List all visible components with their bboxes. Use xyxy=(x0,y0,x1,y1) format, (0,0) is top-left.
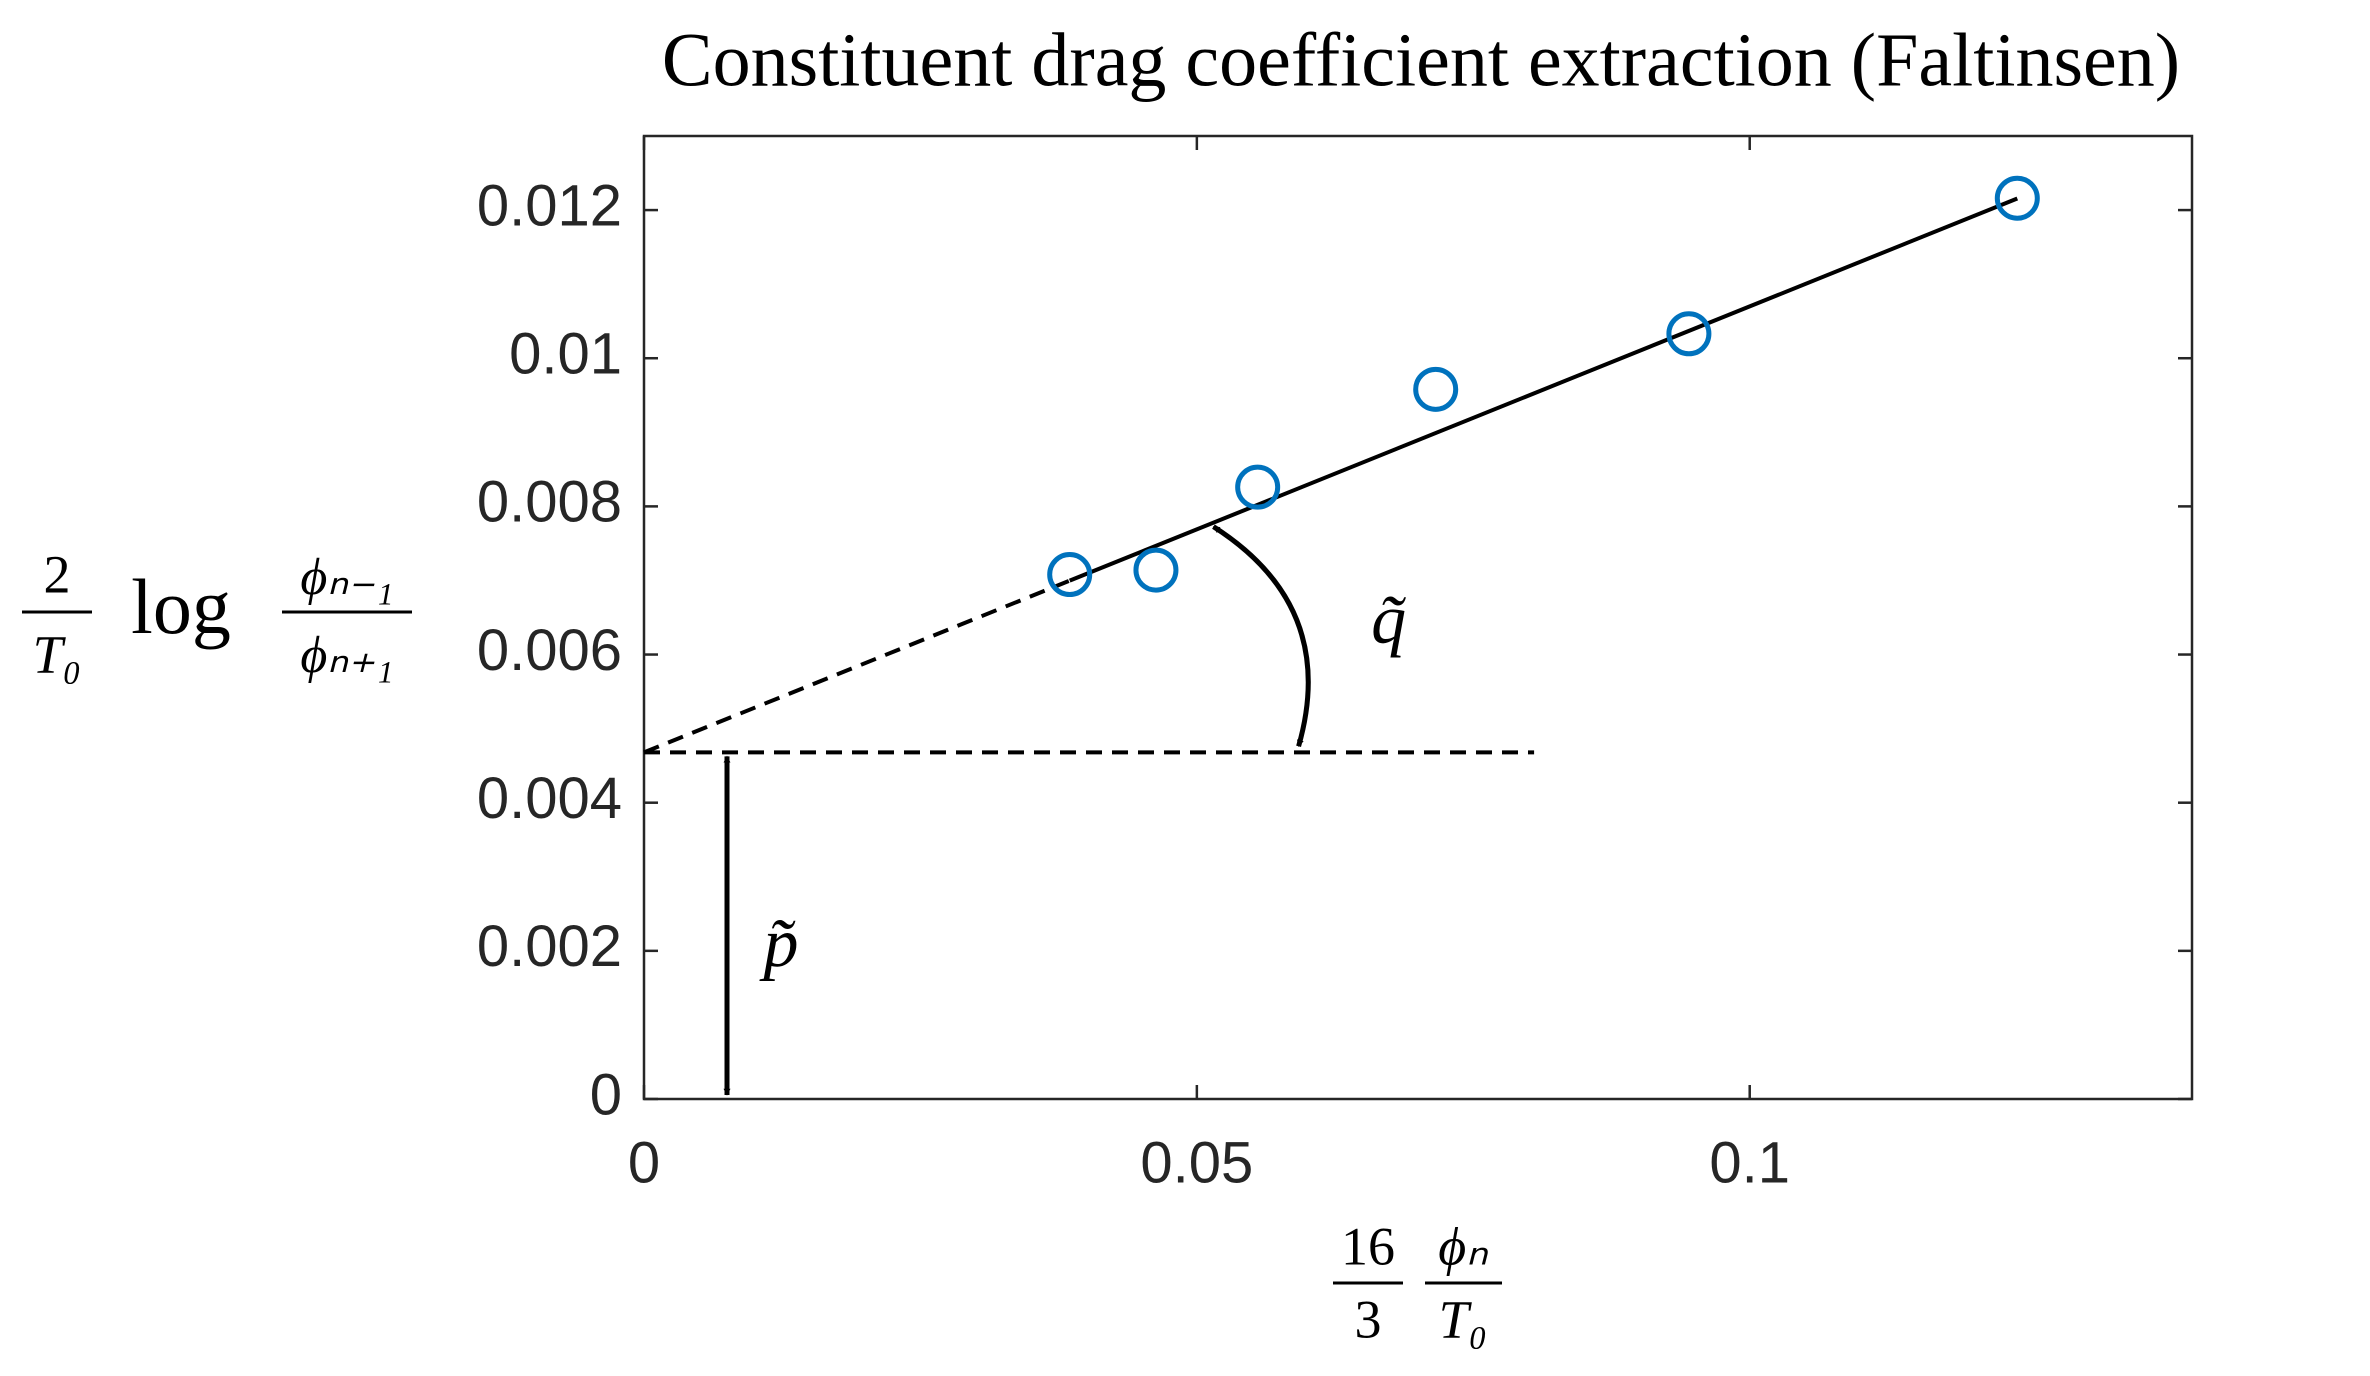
y-axis-label: 2 T₀ log ϕₙ₋₁ ϕₙ₊₁ xyxy=(22,544,412,684)
label-part: ϕₙ xyxy=(1438,1216,1489,1276)
x-axis-label: 16 3 ϕₙ T₀ xyxy=(1333,1216,1502,1349)
y-tick-label: 0.008 xyxy=(477,470,622,535)
y-tick-label: 0.01 xyxy=(509,322,622,387)
x-tick-label: 0 xyxy=(628,1130,660,1195)
y-tick-label: 0.002 xyxy=(477,914,622,979)
label-part: T₀ xyxy=(33,624,82,684)
x-tick-label: 0.1 xyxy=(1709,1130,1790,1195)
x-tick-label: 0.05 xyxy=(1140,1130,1253,1195)
plot-area xyxy=(642,134,2194,1101)
label-part: T₀ xyxy=(1439,1289,1488,1349)
chart-title: Constituent drag coefficient extraction … xyxy=(662,18,2180,102)
label-part: 2 xyxy=(44,544,71,604)
y-tick-label: 0 xyxy=(590,1062,622,1127)
label-part: 16 xyxy=(1341,1216,1395,1276)
y-tick-label: 0.004 xyxy=(477,766,622,831)
data-point xyxy=(1994,175,2040,221)
label-part: log xyxy=(131,563,231,650)
y-tick-label: 0.012 xyxy=(477,173,622,238)
data-point xyxy=(1413,366,1459,412)
data-point xyxy=(1235,464,1281,510)
label-part: ϕₙ₊₁ xyxy=(300,627,393,684)
annotation: q̃ xyxy=(1371,582,1406,659)
data-point xyxy=(1133,547,1179,593)
y-tick-label: 0.006 xyxy=(477,618,622,683)
label-part: ϕₙ₋₁ xyxy=(300,549,393,606)
data-point xyxy=(1666,311,1712,357)
fit-line xyxy=(1068,196,2019,583)
label-part: 3 xyxy=(1355,1289,1382,1349)
angle-arrow xyxy=(1212,524,1311,748)
annotation: p̃ xyxy=(759,905,799,982)
data-point xyxy=(1047,552,1093,598)
